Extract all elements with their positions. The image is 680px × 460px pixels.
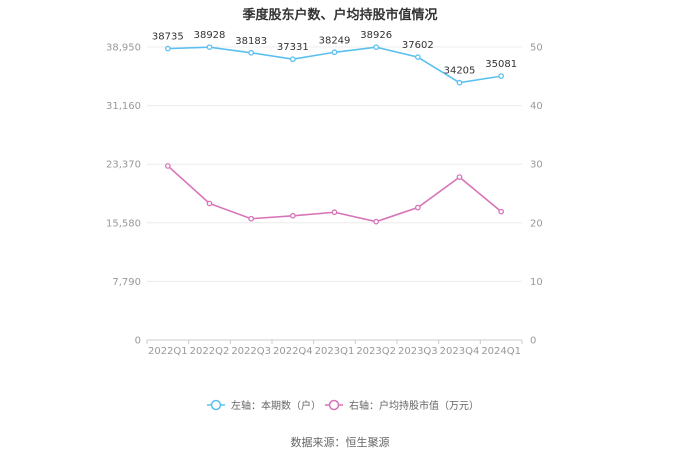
left-series-data-label: 35081 xyxy=(485,59,517,70)
legend-item-left-series[interactable]: 左轴：本期数（户） xyxy=(207,399,321,412)
right-series-point xyxy=(414,204,421,211)
left-tick-label: 31,160 xyxy=(106,101,141,112)
right-tick-label: 40 xyxy=(530,101,543,112)
legend-label-right-series: 右轴：户均持股市值（万元） xyxy=(349,399,479,412)
grid-lines xyxy=(147,46,522,341)
right-series-point xyxy=(456,174,463,180)
right-tick-label: 50 xyxy=(530,43,543,54)
left-series-point xyxy=(331,49,338,56)
x-tick-label: 2022Q1 xyxy=(148,346,188,357)
right-series-point xyxy=(331,209,338,216)
left-axis: 0 7,790 15,580 23,370 31,160 38,950 xyxy=(106,43,141,347)
left-series-point xyxy=(414,54,421,60)
x-tick-label: 2023Q3 xyxy=(398,346,438,357)
left-series-data-label: 38183 xyxy=(235,36,267,47)
right-series-point xyxy=(248,215,255,222)
x-tick-label: 2022Q3 xyxy=(231,346,271,357)
legend-label-left-series: 左轴：本期数（户） xyxy=(231,399,321,412)
left-series-data-label: 37602 xyxy=(402,40,434,51)
right-tick-label: 20 xyxy=(530,218,543,229)
series-layer: 38735 38928 38183 37331 38249 38926 37602 34205… xyxy=(152,30,517,225)
legend-marker-right-series xyxy=(328,399,340,411)
right-tick-label: 0 xyxy=(530,336,536,347)
x-axis: 2022Q1 2022Q2 2022Q3 2022Q4 2023Q1 2023Q2 2023… xyxy=(146,340,523,357)
left-tick-label: 38,950 xyxy=(106,43,141,54)
left-tick-label: 7,790 xyxy=(112,277,141,288)
left-series-point xyxy=(456,79,463,86)
right-axis: 0 10 20 30 40 50 xyxy=(530,43,543,347)
left-series-data-label: 38926 xyxy=(360,30,392,41)
left-tick-label: 23,370 xyxy=(106,160,141,171)
legend: 左轴：本期数（户） 右轴：户均持股市值（万元） xyxy=(207,399,479,412)
legend-marker-left-series xyxy=(210,399,222,411)
left-series-point xyxy=(206,44,213,51)
x-tick-label: 2022Q4 xyxy=(273,346,313,357)
x-tick-label: 2024Q1 xyxy=(481,346,521,357)
right-tick-label: 10 xyxy=(530,277,543,288)
x-tick-label: 2023Q2 xyxy=(356,346,396,357)
left-tick-label: 15,580 xyxy=(106,218,141,229)
left-series-point xyxy=(248,49,255,56)
right-series-point xyxy=(498,208,505,215)
left-series-point xyxy=(498,73,505,79)
left-tick-label: 0 xyxy=(135,336,141,347)
left-series-data-label: 38249 xyxy=(319,35,351,46)
left-series-data-label: 38928 xyxy=(194,30,226,41)
legend-item-right-series[interactable]: 右轴：户均持股市值（万元） xyxy=(325,399,479,412)
right-series-point xyxy=(289,212,296,219)
x-tick-label: 2023Q4 xyxy=(440,346,480,357)
right-series-point xyxy=(164,163,171,169)
left-series-point xyxy=(289,56,296,63)
left-series-point xyxy=(373,44,380,51)
x-tick-label: 2022Q2 xyxy=(190,346,230,357)
left-series-data-label: 38735 xyxy=(152,32,184,43)
chart-title: 季度股东户数、户均持股市值情况 xyxy=(242,8,438,23)
data-source: 数据来源：恒生聚源 xyxy=(290,436,390,449)
left-series-data-label: 34205 xyxy=(444,66,476,77)
left-series-point xyxy=(164,45,171,52)
x-tick-label: 2023Q1 xyxy=(315,346,355,357)
right-tick-label: 30 xyxy=(530,160,543,171)
right-series-point xyxy=(373,218,380,225)
left-series-data-label: 37331 xyxy=(277,42,309,53)
right-series-point xyxy=(206,200,213,207)
